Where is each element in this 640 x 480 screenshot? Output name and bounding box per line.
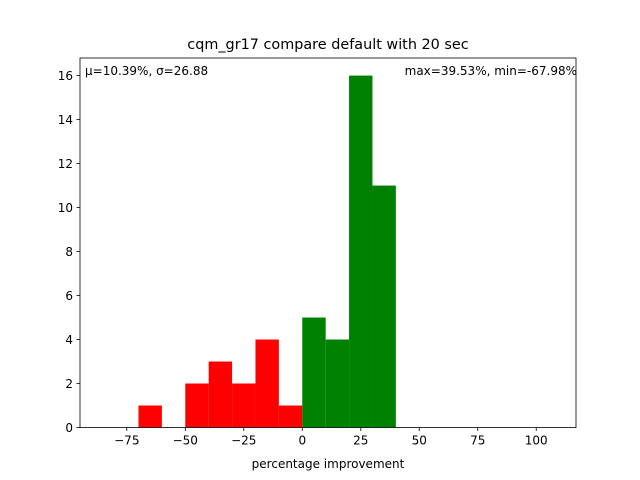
histogram-bar [185, 383, 209, 428]
y-axis-ticks: 0 2 4 6 8 10 12 14 16 [58, 69, 80, 435]
histogram-bar [278, 405, 303, 428]
histogram-bar [325, 339, 350, 428]
y-tick-label: 8 [65, 245, 73, 259]
histogram-bar [302, 317, 326, 428]
x-tick-label: −75 [114, 434, 139, 448]
y-tick-label: 4 [65, 333, 73, 347]
x-tick-label: 75 [470, 434, 485, 448]
chart-title: cqm_gr17 compare default with 20 sec [187, 37, 468, 53]
histogram-bar [208, 361, 233, 428]
x-tick-label: 25 [353, 434, 368, 448]
histogram-bar [372, 185, 396, 428]
histogram-bar [255, 339, 279, 428]
plot-frame [79, 57, 577, 428]
histogram-bars [138, 75, 396, 428]
y-tick-label: 14 [58, 113, 73, 127]
y-tick-label: 0 [65, 421, 73, 435]
y-tick-label: 12 [58, 157, 73, 171]
y-tick-label: 16 [58, 69, 73, 83]
y-tick-label: 6 [65, 289, 73, 303]
x-axis-label: percentage improvement [252, 457, 405, 471]
x-tick-label: 50 [412, 434, 427, 448]
stats-mean-std-annotation: μ=10.39%, σ=26.88 [85, 64, 208, 78]
x-axis-ticks: −75 −50 −25 0 25 50 75 100 [114, 427, 548, 448]
histogram-bar [349, 75, 373, 428]
x-tick-label: 100 [525, 434, 548, 448]
x-tick-label: −50 [173, 434, 198, 448]
y-tick-label: 2 [65, 377, 73, 391]
x-tick-label: −25 [231, 434, 256, 448]
x-tick-label: 0 [298, 434, 306, 448]
y-tick-label: 10 [58, 201, 73, 215]
histogram-bar [138, 405, 162, 428]
stats-max-min-annotation: max=39.53%, min=-67.98% [405, 64, 577, 78]
histogram-bar [232, 383, 256, 428]
